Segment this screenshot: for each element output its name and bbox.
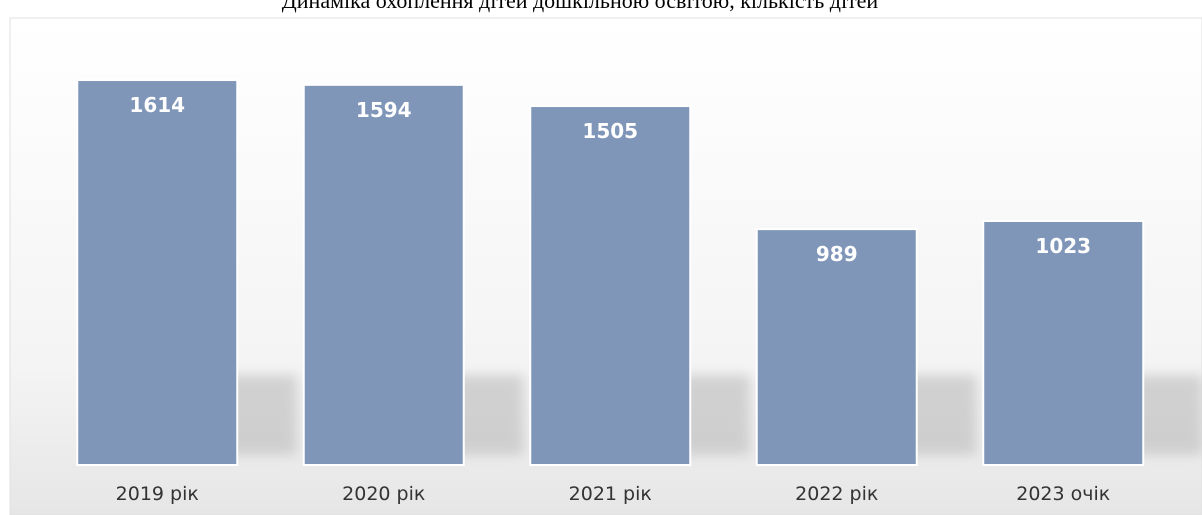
bar <box>755 228 918 466</box>
data-label: 1614 <box>129 93 185 117</box>
bar <box>302 83 465 467</box>
x-tick-label: 2023 очік <box>1016 483 1110 505</box>
x-tick-label: 2019 рік <box>116 483 199 505</box>
bar <box>982 220 1145 466</box>
data-label: 1594 <box>356 98 412 122</box>
data-label: 989 <box>816 242 858 266</box>
bar <box>529 105 692 467</box>
x-tick-label: 2021 рік <box>569 483 652 505</box>
data-label: 1023 <box>1035 234 1091 258</box>
data-label: 1505 <box>582 119 638 143</box>
x-tick-label: 2020 рік <box>342 483 425 505</box>
chart-title: Динаміка охоплення дітей дошкільною осві… <box>282 0 879 13</box>
bar <box>76 79 239 466</box>
x-tick-label: 2022 рік <box>795 483 878 505</box>
